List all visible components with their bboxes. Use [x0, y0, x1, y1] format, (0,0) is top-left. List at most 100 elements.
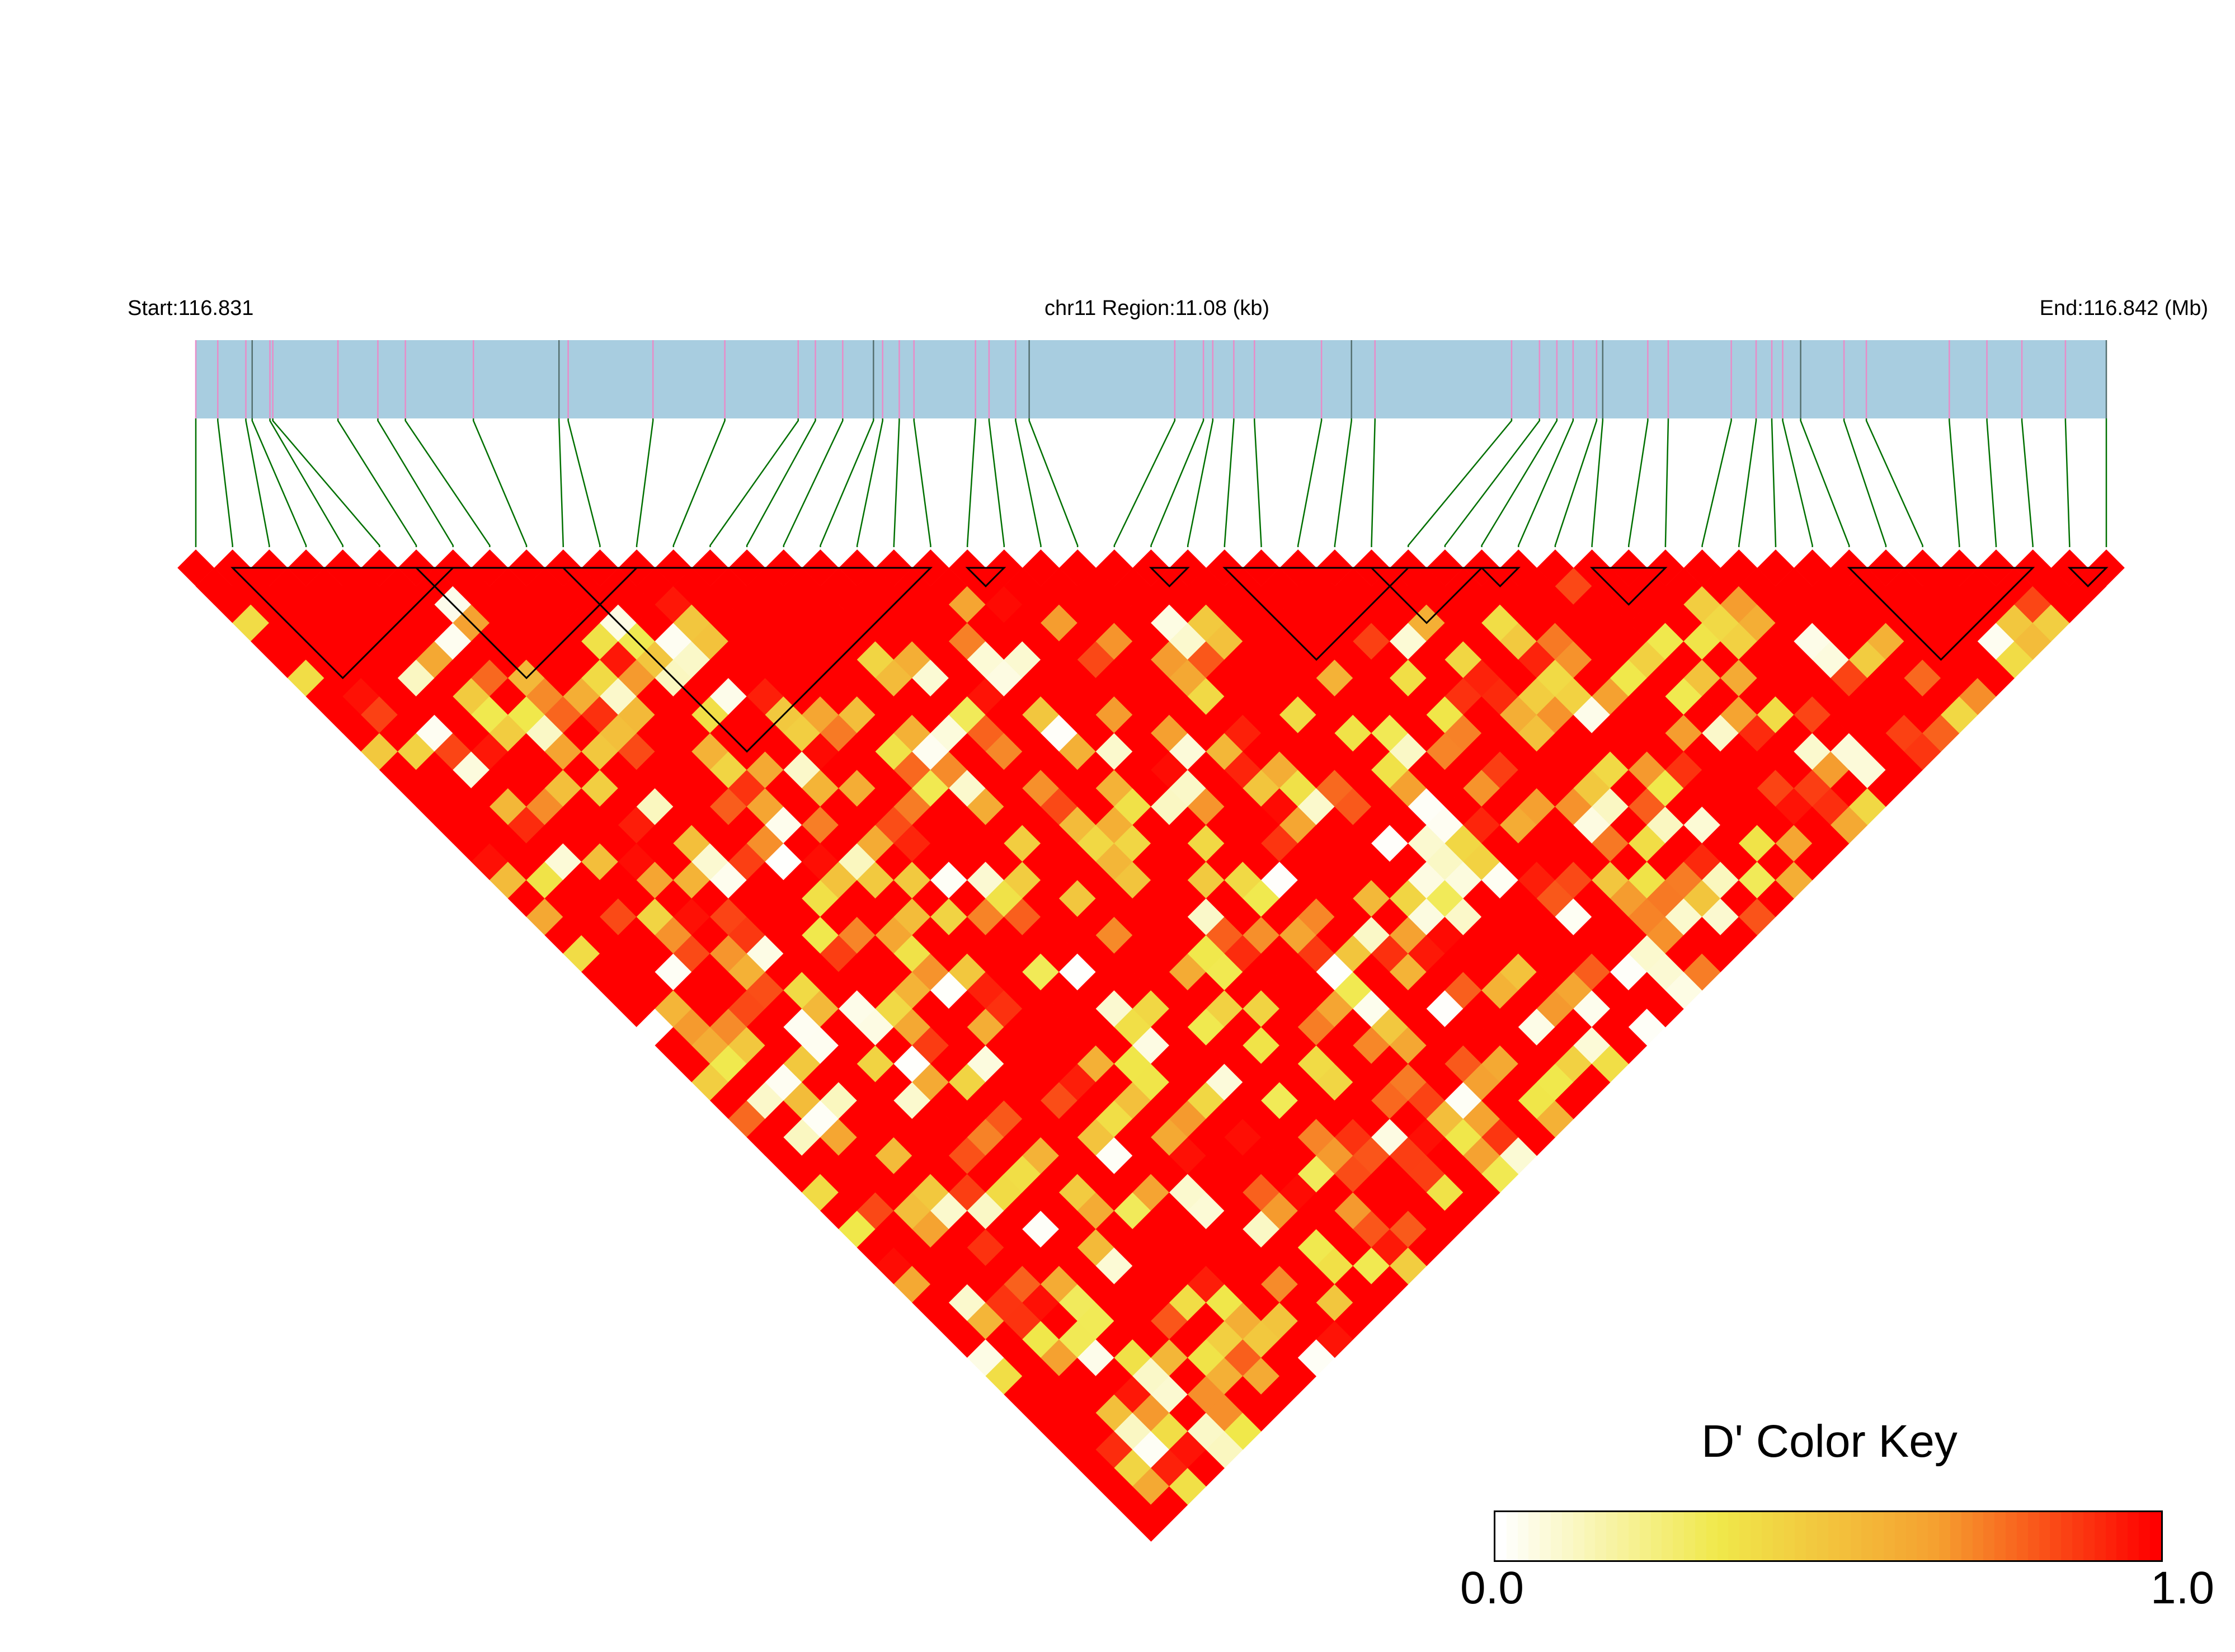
snp-marker-line	[1187, 418, 1214, 547]
snp-marker-line	[337, 418, 417, 547]
region-start-label: Start:116.831	[128, 296, 254, 320]
color-key-swatch	[1883, 1512, 1895, 1560]
color-key-swatch	[1684, 1512, 1695, 1560]
snp-marker-line	[820, 418, 874, 547]
ld-block-outlines	[230, 567, 2109, 753]
snp-diamond	[1794, 549, 1831, 586]
color-key: D' Color Key 0.0 1.0	[1460, 1415, 2214, 1613]
color-key-swatch	[1728, 1512, 1740, 1560]
snp-marker-line	[1771, 418, 1777, 547]
color-key-swatch	[1617, 1512, 1629, 1560]
ld-block-outline	[1369, 567, 1484, 624]
color-key-swatch	[1695, 1512, 1706, 1560]
snp-marker-line	[1334, 418, 1352, 547]
color-key-swatch	[1551, 1512, 1562, 1560]
color-key-swatch	[2149, 1512, 2161, 1560]
color-key-swatch	[1717, 1512, 1729, 1560]
snp-marker-line	[913, 418, 931, 547]
gene-track-bar	[196, 340, 2106, 418]
ld-block-outline	[1222, 567, 1410, 661]
snp-marker-line	[217, 418, 233, 547]
color-key-swatch	[2094, 1512, 2106, 1560]
snp-diamond	[1059, 549, 1096, 586]
snp-marker-line	[893, 418, 900, 547]
snp-marker-line	[2021, 418, 2034, 547]
color-key-swatch	[1506, 1512, 1518, 1560]
color-key-swatch	[2016, 1512, 2028, 1560]
color-key-swatch	[1817, 1512, 1828, 1560]
color-key-swatch	[1872, 1512, 1884, 1560]
snp-diamond	[1095, 549, 1133, 586]
color-key-swatch	[1861, 1512, 1873, 1560]
color-key-swatch	[1528, 1512, 1540, 1560]
snp-marker-line	[1150, 418, 1204, 547]
color-key-swatch	[1595, 1512, 1607, 1560]
ld-block-outline	[1149, 567, 1190, 587]
ld-cells	[177, 549, 2125, 1542]
color-key-swatch	[1628, 1512, 1640, 1560]
snp-marker-line	[1554, 418, 1598, 547]
snp-diamond	[1757, 549, 1794, 586]
snp-marker-line	[1949, 418, 1960, 547]
color-key-swatch	[2072, 1512, 2083, 1560]
snp-marker-line	[1407, 418, 1513, 547]
color-key-swatch	[1761, 1512, 1773, 1560]
snp-marker-line	[1481, 418, 1558, 547]
color-key-swatch	[1784, 1512, 1795, 1560]
snp-marker-line	[1254, 418, 1262, 547]
ld-block-outline	[1479, 567, 1521, 587]
color-key-swatch	[2061, 1512, 2073, 1560]
color-key-swatch	[1561, 1512, 1573, 1560]
ld-block-outline	[965, 567, 1006, 587]
color-key-swatch	[1894, 1512, 1906, 1560]
snp-marker-line	[1628, 418, 1649, 547]
snp-marker-line	[1444, 418, 1541, 547]
snp-marker-lines	[195, 418, 2107, 547]
snp-marker-line	[558, 418, 564, 547]
color-key-swatch	[1983, 1512, 1995, 1560]
ld-block-outline	[2067, 567, 2109, 587]
snp-marker-line	[1986, 418, 1997, 547]
color-key-swatch	[1706, 1512, 1718, 1560]
region-title-label: chr11 Region:11.08 (kb)	[1044, 296, 1270, 320]
color-key-swatch	[1972, 1512, 1984, 1560]
snp-diamond	[1720, 549, 1758, 586]
snp-marker-line	[1843, 418, 1887, 547]
color-key-swatch	[1606, 1512, 1618, 1560]
color-key-swatch	[2128, 1512, 2139, 1560]
color-key-swatch	[1905, 1512, 1917, 1560]
color-key-swatch	[1839, 1512, 1851, 1560]
color-key-swatch	[1772, 1512, 1784, 1560]
snp-marker-line	[1297, 418, 1323, 547]
snp-diamond	[1022, 549, 1060, 586]
color-key-min-label: 0.0	[1460, 1562, 1524, 1613]
color-key-swatch	[1928, 1512, 1940, 1560]
color-key-swatch	[1806, 1512, 1818, 1560]
region-end-label: End:116.842 (Mb)	[2039, 296, 2208, 320]
snp-marker-line	[269, 418, 344, 547]
gene-track	[195, 340, 2107, 418]
snp-marker-line	[746, 418, 816, 547]
color-key-swatch	[1751, 1512, 1762, 1560]
color-key-gradient	[1494, 1510, 2163, 1562]
color-key-swatch	[2027, 1512, 2039, 1560]
ld-block-outline	[561, 567, 933, 753]
color-key-swatch	[1994, 1512, 2006, 1560]
color-key-max-label: 1.0	[2151, 1562, 2214, 1613]
snp-marker-line	[1738, 418, 1757, 547]
ld-block-outline	[1589, 567, 1668, 606]
snp-marker-line	[1113, 418, 1176, 547]
color-key-swatch	[1517, 1512, 1529, 1560]
snp-marker-line	[988, 418, 1005, 547]
snp-marker-line	[709, 418, 799, 547]
ld-block-outline	[1847, 567, 2035, 661]
color-key-swatch	[2006, 1512, 2017, 1560]
snp-marker-line	[1028, 418, 1079, 547]
color-key-swatch	[2083, 1512, 2095, 1560]
color-key-swatch	[1939, 1512, 1950, 1560]
snp-diamond	[177, 549, 214, 586]
color-key-swatch	[1573, 1512, 1584, 1560]
snp-marker-line	[1517, 418, 1574, 547]
snp-marker-line	[1800, 418, 1850, 547]
